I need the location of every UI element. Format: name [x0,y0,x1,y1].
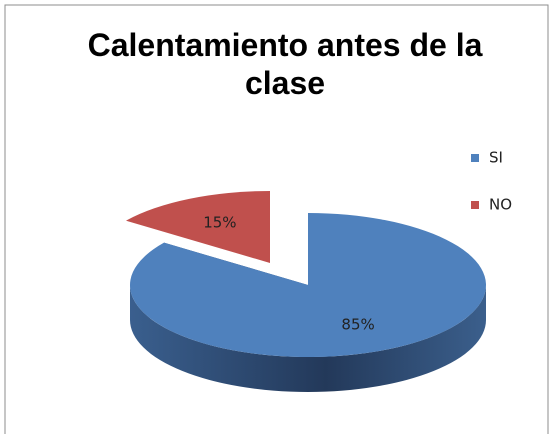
legend-label: SI [489,149,503,167]
slice [130,213,486,357]
legend-label: NO [489,196,512,214]
legend-swatch [471,154,479,162]
data-label: 15% [203,214,236,232]
chart-title: Calentamiento antes de la clase [87,27,483,101]
slice-side [130,285,486,392]
data-label: 85% [341,315,374,333]
slice [125,191,271,263]
legend-swatch [471,201,479,209]
chart-frame [4,4,549,434]
